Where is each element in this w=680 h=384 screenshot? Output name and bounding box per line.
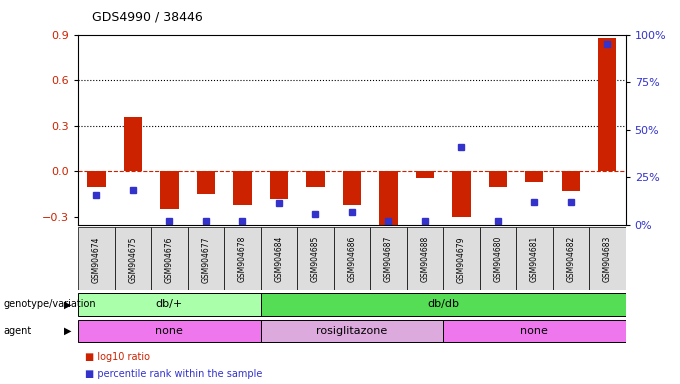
Bar (553, 227, 589, 290)
Bar (525, 171, 543, 182)
Text: agent: agent (3, 326, 32, 336)
Bar (370, 227, 407, 290)
Bar (343, 171, 361, 205)
Text: ■ log10 ratio: ■ log10 ratio (85, 352, 150, 362)
Text: GSM904681: GSM904681 (530, 236, 539, 282)
Bar (188, 227, 224, 290)
Bar (562, 171, 580, 191)
Bar (78, 293, 260, 316)
Bar (297, 227, 334, 290)
Text: GSM904685: GSM904685 (311, 236, 320, 283)
Bar (334, 227, 370, 290)
Bar (407, 227, 443, 290)
Text: GSM904682: GSM904682 (566, 236, 575, 282)
Bar (443, 227, 479, 290)
Bar (224, 227, 260, 290)
Bar (78, 227, 115, 290)
Bar (379, 171, 398, 225)
Bar (260, 293, 626, 316)
Bar (516, 227, 553, 290)
Text: GSM904679: GSM904679 (457, 236, 466, 283)
Bar (489, 171, 507, 187)
Bar (87, 171, 105, 187)
Bar (233, 171, 252, 205)
Bar (452, 171, 471, 217)
Text: GSM904687: GSM904687 (384, 236, 393, 283)
Bar (479, 227, 516, 290)
Text: GSM904674: GSM904674 (92, 236, 101, 283)
Text: GSM904678: GSM904678 (238, 236, 247, 283)
Text: GSM904686: GSM904686 (347, 236, 356, 283)
Text: GSM904675: GSM904675 (129, 236, 137, 283)
Bar (124, 117, 142, 171)
Text: GSM904680: GSM904680 (494, 236, 503, 283)
Bar (270, 171, 288, 199)
Text: GSM904683: GSM904683 (603, 236, 612, 283)
Text: GSM904688: GSM904688 (420, 236, 429, 282)
Text: GDS4990 / 38446: GDS4990 / 38446 (92, 10, 203, 23)
Bar (78, 320, 260, 343)
Text: db/db: db/db (427, 299, 459, 309)
Text: GSM904684: GSM904684 (275, 236, 284, 283)
Text: rosiglitazone: rosiglitazone (316, 326, 388, 336)
Text: none: none (520, 326, 548, 336)
Text: GSM904676: GSM904676 (165, 236, 174, 283)
Bar (589, 227, 626, 290)
Bar (443, 320, 626, 343)
Text: GSM904677: GSM904677 (201, 236, 210, 283)
Text: ▶: ▶ (64, 299, 71, 310)
Text: ■ percentile rank within the sample: ■ percentile rank within the sample (85, 369, 262, 379)
Bar (598, 38, 617, 171)
Bar (260, 320, 443, 343)
Text: db/+: db/+ (156, 299, 183, 309)
Bar (306, 171, 324, 187)
Text: genotype/variation: genotype/variation (3, 299, 96, 310)
Text: ▶: ▶ (64, 326, 71, 336)
Bar (197, 171, 215, 194)
Bar (151, 227, 188, 290)
Text: none: none (156, 326, 184, 336)
Bar (160, 171, 179, 209)
Bar (415, 171, 434, 177)
Bar (260, 227, 297, 290)
Bar (115, 227, 151, 290)
